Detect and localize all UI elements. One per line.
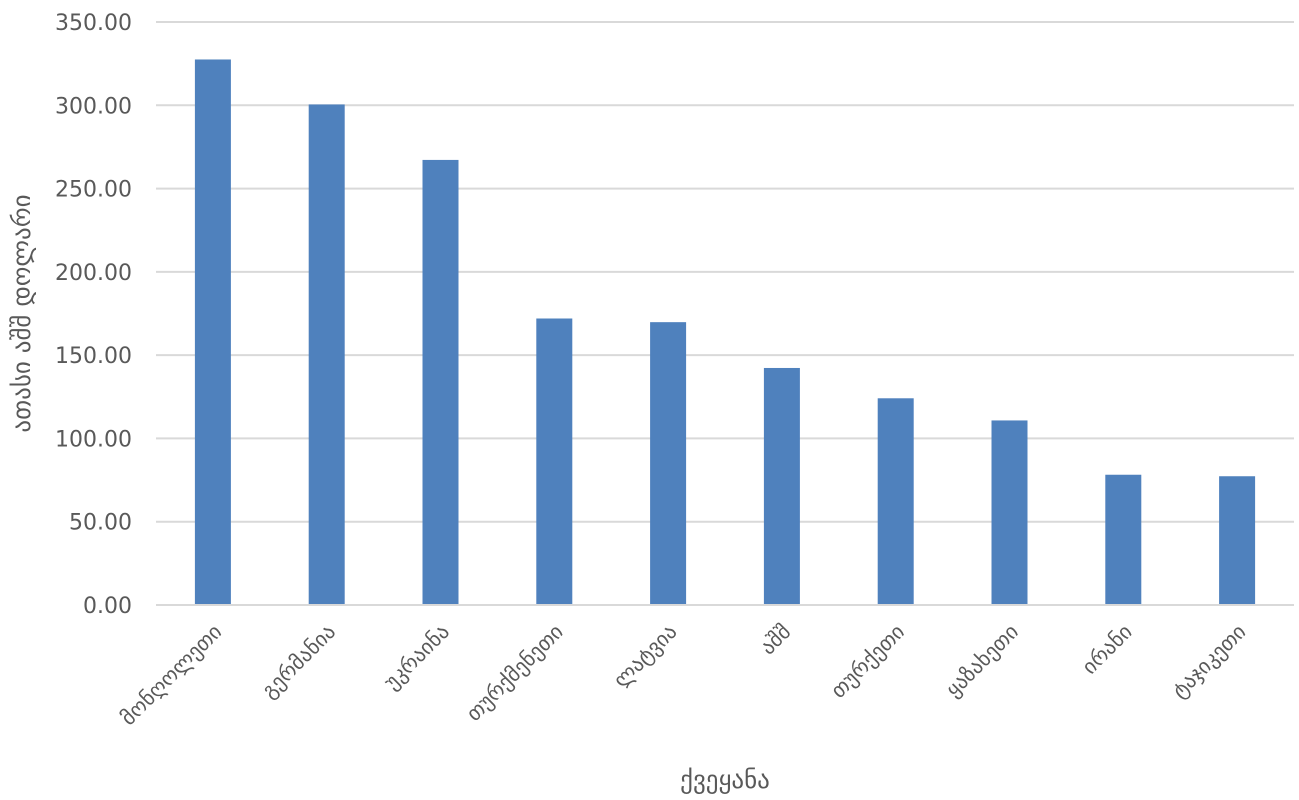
y-axis-ticks: 0.00 50.00 100.00 150.00 200.00 250.00 300.00 3…: [55, 11, 132, 619]
y-tick-label: 350.00: [55, 11, 132, 36]
x-tick-label: ტაჯიკეთი: [1167, 620, 1250, 703]
bar: [991, 420, 1028, 605]
y-tick-label: 100.00: [55, 427, 132, 452]
x-tick-label: ირანი: [1077, 620, 1136, 679]
y-tick-label: 300.00: [55, 94, 132, 119]
x-tick-label: აშშ: [756, 620, 796, 660]
x-tick-label: ლატვია: [609, 620, 682, 693]
bar: [536, 318, 573, 605]
x-tick-label: ყაზახეთი: [941, 620, 1023, 702]
bar: [877, 398, 914, 605]
y-axis-title: ათასი აშშ დოლარი: [7, 194, 36, 432]
bar: [308, 104, 345, 606]
bar: [1105, 474, 1142, 605]
x-axis-ticks: მონღოლეთი გერმანია უკრაინა თურქმენეთი ლატვია…: [116, 620, 1251, 730]
bar: [194, 59, 231, 605]
bar: [1219, 476, 1256, 605]
y-tick-label: 250.00: [55, 178, 132, 203]
x-tick-label: თურქეთი: [826, 620, 909, 703]
x-tick-label: თურქმენეთი: [462, 620, 568, 726]
x-axis-title: ქვეყანა: [680, 765, 770, 794]
bar: [650, 322, 687, 605]
bars: [194, 59, 1256, 606]
gridlines: [156, 21, 1294, 523]
bar: [763, 367, 800, 605]
x-tick-label: უკრაინა: [379, 620, 454, 695]
bar: [422, 159, 459, 605]
x-tick-label: გერმანია: [257, 620, 340, 703]
x-tick-label: მონღოლეთი: [116, 620, 226, 730]
y-tick-label: 50.00: [69, 511, 132, 536]
y-tick-label: 150.00: [55, 344, 132, 369]
y-tick-label: 200.00: [55, 261, 132, 286]
y-tick-label: 0.00: [83, 594, 132, 619]
